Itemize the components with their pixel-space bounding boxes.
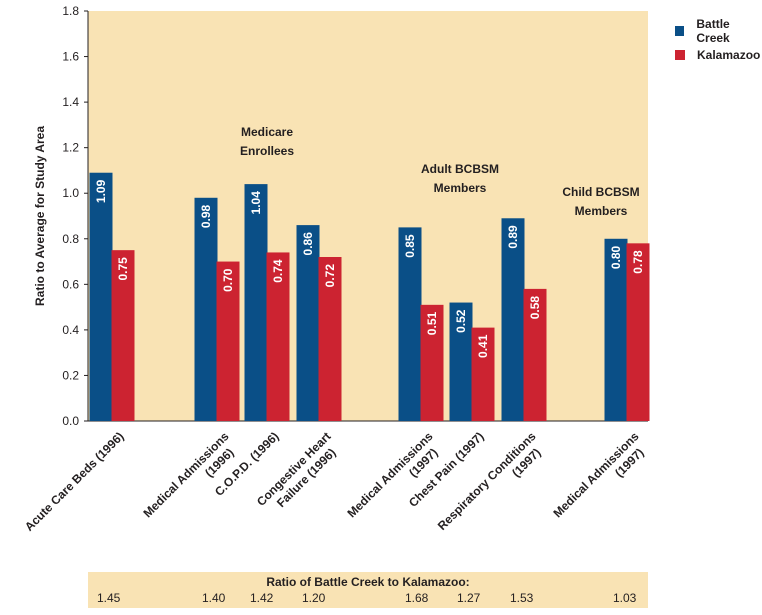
data-label: 0.70	[221, 268, 235, 292]
ratio-value: 1.42	[250, 591, 274, 605]
y-tick-label: 0.2	[62, 368, 79, 382]
data-label: 0.98	[199, 204, 213, 228]
x-tick-label: Acute Care Beds (1996)	[22, 429, 127, 534]
chart-legend: Battle Creek Kalamazoo	[675, 17, 762, 67]
data-label: 0.72	[323, 264, 337, 288]
legend-item-kalamazoo: Kalamazoo	[675, 43, 762, 67]
data-label: 0.74	[271, 259, 285, 283]
ratio-value: 1.03	[613, 591, 637, 605]
y-tick-label: 1.4	[62, 95, 79, 109]
ratio-value: 1.27	[457, 591, 481, 605]
y-tick-label: 0.8	[62, 232, 79, 246]
group-label: Adult BCBSM	[421, 162, 499, 176]
y-tick-label: 1.8	[62, 4, 79, 18]
plot-area	[88, 11, 648, 421]
y-tick-label: 0.0	[62, 414, 79, 428]
data-label: 0.51	[425, 312, 439, 336]
y-tick-label: 1.2	[62, 141, 79, 155]
ratio-value: 1.20	[302, 591, 326, 605]
data-label: 0.89	[506, 225, 520, 249]
bar-battle-creek	[398, 227, 422, 421]
ratio-table-title: Ratio of Battle Creek to Kalamazoo:	[266, 575, 470, 589]
data-label: 0.58	[528, 296, 542, 320]
bar-kalamazoo	[523, 288, 547, 421]
ratio-value: 1.53	[510, 591, 534, 605]
y-axis-label: Ratio to Average for Study Area	[33, 126, 47, 306]
data-label: 1.04	[249, 191, 263, 215]
legend-item-battle-creek: Battle Creek	[675, 17, 762, 45]
legend-swatch-kalamazoo	[675, 50, 685, 60]
x-tick-label: Medical Admissions(1997)	[550, 429, 652, 531]
legend-swatch-battle-creek	[675, 26, 685, 36]
ratio-table: Ratio of Battle Creek to Kalamazoo: 1.45…	[88, 572, 648, 608]
bar-battle-creek	[296, 225, 320, 421]
group-label: Enrollees	[240, 144, 294, 158]
ratio-value: 1.68	[405, 591, 429, 605]
group-label: Members	[434, 181, 487, 195]
bar-kalamazoo	[420, 304, 444, 421]
ratio-value: 1.40	[202, 591, 226, 605]
bar-kalamazoo	[111, 250, 135, 421]
data-label: 0.41	[476, 334, 490, 358]
bar-kalamazoo	[471, 327, 495, 421]
data-label: 0.52	[454, 309, 468, 333]
group-label: Members	[575, 204, 628, 218]
bar-battle-creek	[449, 302, 473, 421]
bar-battle-creek	[244, 184, 268, 421]
data-label: 0.78	[631, 250, 645, 274]
data-label: 1.09	[94, 179, 108, 203]
y-tick-label: 0.6	[62, 277, 79, 291]
data-label: 0.75	[116, 257, 130, 281]
y-tick-label: 0.4	[62, 323, 79, 337]
bar-battle-creek	[501, 218, 525, 421]
bar-battle-creek	[89, 172, 113, 421]
bar-kalamazoo	[216, 261, 240, 421]
y-tick-label: 1.0	[62, 186, 79, 200]
legend-label-kalamazoo: Kalamazoo	[697, 48, 761, 62]
bar-kalamazoo	[318, 257, 342, 421]
bar-kalamazoo	[266, 252, 290, 421]
bar-battle-creek	[194, 197, 218, 421]
data-label: 0.80	[609, 245, 623, 269]
bar-battle-creek	[604, 238, 628, 421]
data-label: 0.86	[301, 232, 315, 256]
x-tick-label: Respiratory Conditions(1997)	[435, 429, 550, 544]
ratio-value: 1.45	[97, 591, 121, 605]
data-label: 0.85	[403, 234, 417, 258]
bar-kalamazoo	[626, 243, 650, 421]
legend-label-battle-creek: Battle Creek	[696, 17, 730, 45]
y-tick-label: 1.6	[62, 50, 79, 64]
group-label: Child BCBSM	[562, 185, 639, 199]
group-label: Medicare	[241, 125, 293, 139]
